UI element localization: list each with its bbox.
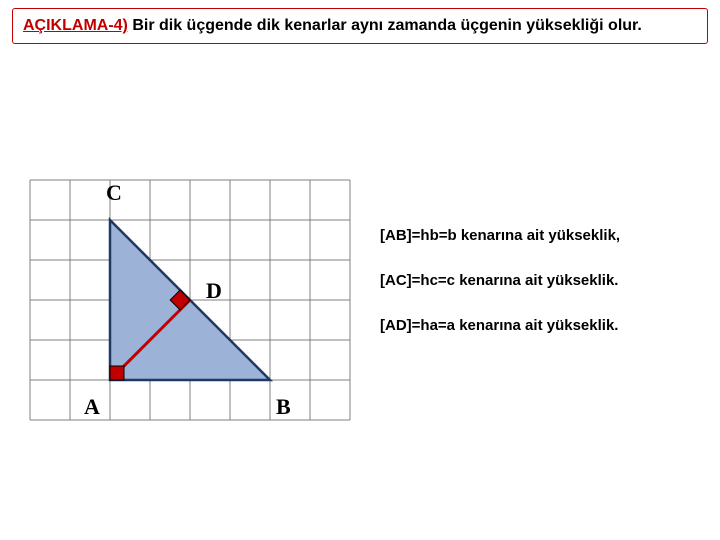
annotation-list: [AB]=hb=b kenarına ait yükseklik, [AC]=h…: [380, 225, 620, 360]
header-prefix: AÇIKLAMA-4): [23, 17, 128, 34]
annotation-ac: [AC]=hc=c kenarına ait yükseklik.: [380, 270, 620, 291]
vertex-label-a: A: [84, 394, 100, 420]
annotation-ab: [AB]=hb=b kenarına ait yükseklik,: [380, 225, 620, 246]
vertex-label-b: B: [276, 394, 291, 420]
header-text: Bir dik üçgende dik kenarlar aynı zamand…: [128, 17, 642, 34]
annotation-ad: [AD]=ha=a kenarına ait yükseklik.: [380, 315, 620, 336]
vertex-label-c: C: [106, 180, 122, 206]
triangle-diagram: C D A B: [20, 170, 360, 430]
vertex-label-d: D: [206, 278, 222, 304]
header-box: AÇIKLAMA-4) Bir dik üçgende dik kenarlar…: [12, 8, 708, 44]
